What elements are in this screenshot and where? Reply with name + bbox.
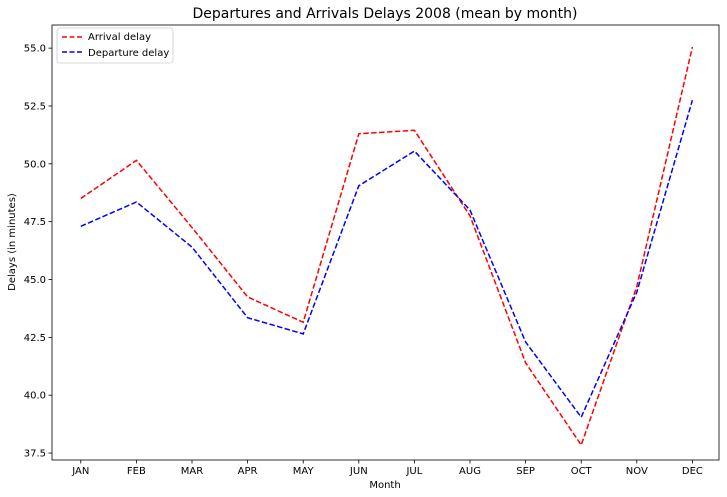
x-tick-label: JUN [349, 466, 368, 477]
plot-frame [51, 24, 720, 461]
y-axis-title: Delays (in minutes) [7, 193, 18, 291]
x-tick-label: SEP [516, 466, 535, 477]
y-tick-label: 50.0 [24, 159, 46, 170]
plot-area: 37.5 40.0 42.5 45.0 47.5 50.0 52.5 55.0 JAN FEB M… [24, 24, 720, 477]
x-tick-label: FEB [127, 466, 146, 477]
legend-label-arrival-delay: Arrival delay [88, 32, 151, 43]
x-tick-label: APR [238, 466, 258, 477]
y-tick-label: 42.5 [24, 333, 46, 344]
series-line-arrival-delay [80, 46, 694, 447]
y-tick-label: 37.5 [24, 449, 46, 460]
legend-box [56, 27, 174, 64]
legend-label-departure-delay: Departure delay [88, 48, 169, 59]
y-tick-label: 45.0 [24, 275, 46, 286]
chart-title: Departures and Arrivals Delays 2008 (mea… [193, 6, 578, 22]
x-tick-label: NOV [626, 466, 648, 477]
x-tick-label: AUG [459, 466, 481, 477]
x-tick-label: MAY [293, 466, 315, 477]
x-tick-label: MAR [181, 466, 203, 477]
x-tick-label: OCT [571, 466, 593, 477]
y-tick-label: 52.5 [24, 101, 46, 112]
series-layer [80, 46, 694, 447]
legend: Arrival delay Departure delay [56, 27, 174, 64]
y-axis: 37.5 40.0 42.5 45.0 47.5 50.0 52.5 55.0 [24, 44, 52, 460]
x-axis: JAN FEB MAR APR MAY JUN JUL AUG SEP OCT NOV DEC [71, 460, 703, 477]
x-tick-label: JAN [71, 466, 89, 477]
y-tick-label: 40.0 [24, 391, 46, 402]
series-line-departure-delay [80, 99, 694, 419]
x-tick-label: DEC [682, 466, 703, 477]
x-axis-title: Month [369, 480, 400, 491]
y-tick-label: 47.5 [24, 217, 46, 228]
y-tick-label: 55.0 [24, 44, 46, 55]
x-tick-label: JUL [405, 466, 422, 477]
